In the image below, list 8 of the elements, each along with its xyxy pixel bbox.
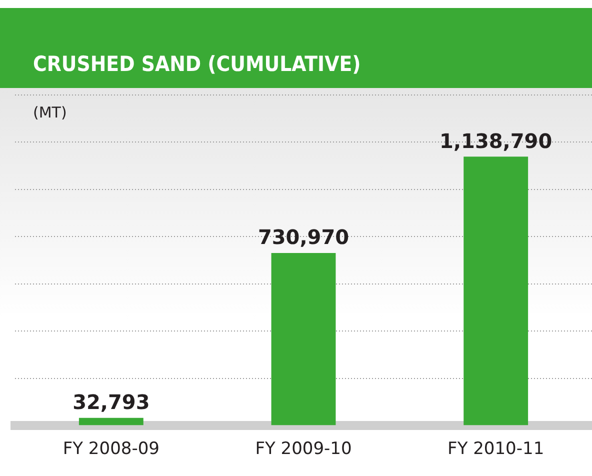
data-label: 730,970 — [258, 225, 350, 250]
data-label: 1,138,790 — [440, 128, 552, 153]
data-label: 32,793 — [72, 390, 150, 414]
x-tick-label: FY 2010-11 — [448, 439, 544, 460]
x-tick-label: FY 2008-09 — [62, 439, 160, 460]
chart-title: CRUSHED SAND (CUMULATIVE) — [33, 52, 361, 76]
y-axis-title: (MT) — [33, 103, 67, 122]
x-tick-label: FY 2009-10 — [255, 439, 352, 460]
